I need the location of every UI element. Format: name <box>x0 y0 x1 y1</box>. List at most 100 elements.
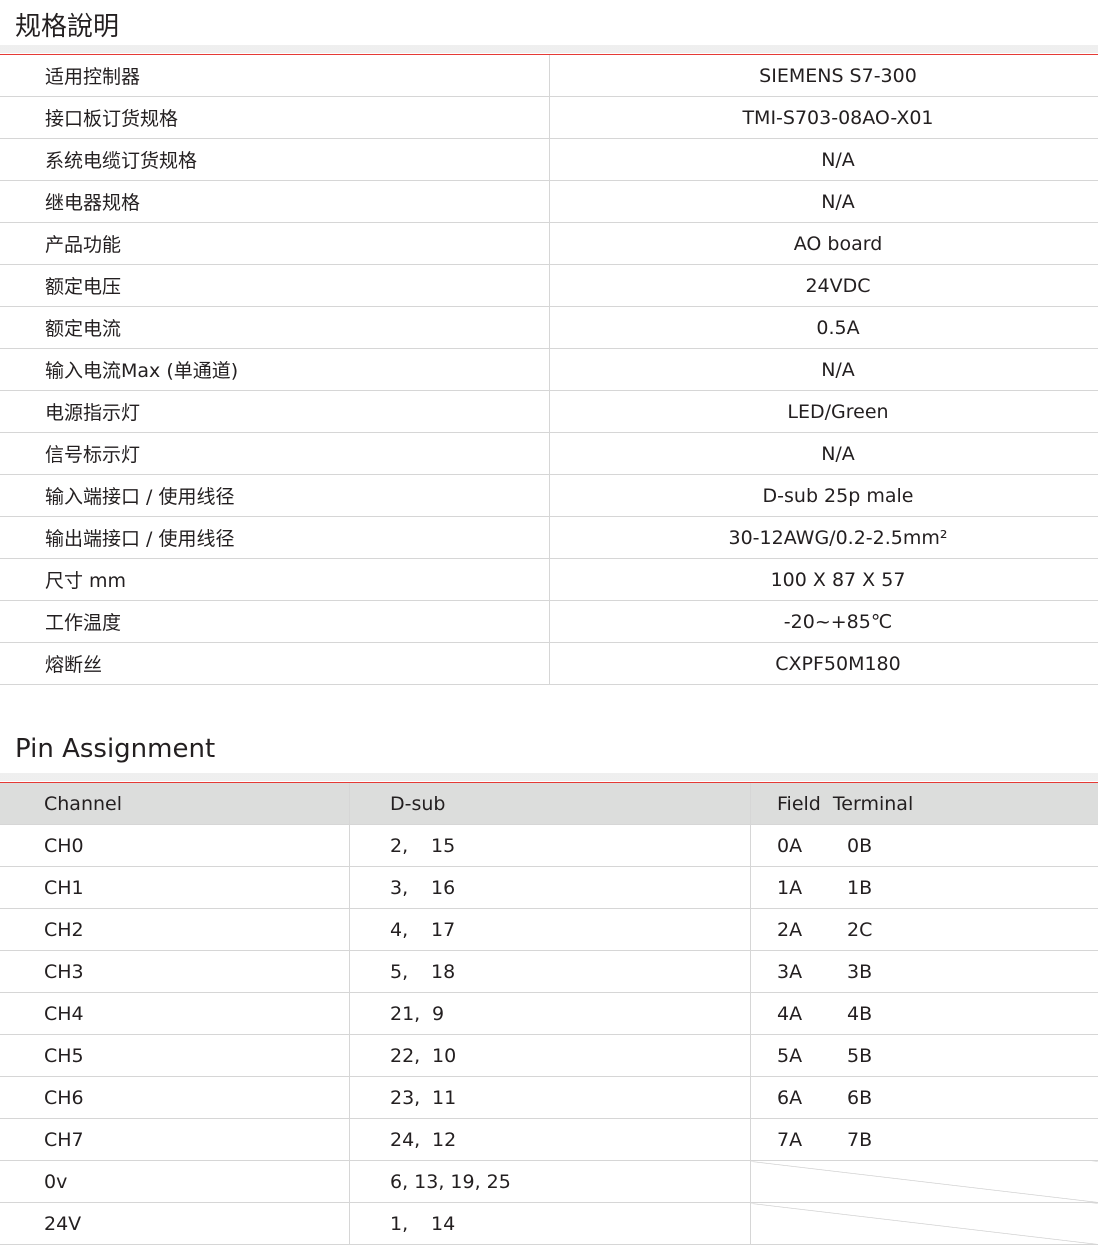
pin-row: CH1 3, 16 1A 1B <box>0 866 1098 909</box>
spec-label: 输入电流Max (单通道) <box>0 348 550 391</box>
spec-value: 100 X 87 X 57 <box>549 558 1098 601</box>
terminal-b: 3B <box>847 960 873 983</box>
dsub-pin-a: 24, <box>390 1128 421 1151</box>
spec-label: 输出端接口 / 使用线径 <box>0 516 550 559</box>
dsub-pin-a: 2, <box>390 834 409 857</box>
dsub-pin-b: 17 <box>431 918 456 941</box>
dsub-pin-b: 9 <box>432 1002 445 1025</box>
terminal-a: 1A <box>777 876 803 899</box>
channel-cell: CH5 <box>0 1034 350 1077</box>
pin-row: CH3 5, 18 3A 3B <box>0 950 1098 993</box>
dsub-pin-b: 11 <box>432 1086 457 1109</box>
channel-cell: CH1 <box>0 866 350 909</box>
spec-row: 电源指示灯 LED/Green <box>0 390 1098 433</box>
terminal-b: 1B <box>847 876 873 899</box>
spec-value: N/A <box>549 180 1098 223</box>
terminal-b: 6B <box>847 1086 873 1109</box>
spec-label: 产品功能 <box>0 222 550 265</box>
channel-cell: CH3 <box>0 950 350 993</box>
dsub-cell: 1, 14 <box>349 1202 751 1245</box>
dsub-pin-a: 5, <box>390 960 409 983</box>
dsub-pin-b: 10 <box>432 1044 457 1067</box>
terminal-b: 5B <box>847 1044 873 1067</box>
spec-label: 尺寸 mm <box>0 558 550 601</box>
spec-label: 接口板订货规格 <box>0 96 550 139</box>
dsub-pin-a: 4, <box>390 918 409 941</box>
dsub-pin-b: 16 <box>431 876 456 899</box>
dsub-pin-a: 6, 13, 19, 25 <box>390 1170 511 1193</box>
pin-row: CH6 23, 11 6A 6B <box>0 1076 1098 1119</box>
dsub-cell: 6, 13, 19, 25 <box>349 1160 751 1203</box>
spec-value: 30-12AWG/0.2-2.5mm² <box>549 516 1098 559</box>
terminal-a: 0A <box>777 834 803 857</box>
spec-label: 输入端接口 / 使用线径 <box>0 474 550 517</box>
dsub-pin-a: 3, <box>390 876 409 899</box>
spec-row: 工作温度 -20~+85℃ <box>0 600 1098 643</box>
spec-value: 24VDC <box>549 264 1098 307</box>
spec-value: CXPF50M180 <box>549 642 1098 685</box>
empty-cell <box>750 1160 1098 1203</box>
dsub-cell: 3, 16 <box>349 866 751 909</box>
field-terminal-cell: 4A 4B <box>750 992 1098 1035</box>
pin-title: Pin Assignment <box>15 734 216 764</box>
header-channel: Channel <box>0 783 350 825</box>
spec-value: AO board <box>549 222 1098 265</box>
spec-row: 尺寸 mm 100 X 87 X 57 <box>0 558 1098 601</box>
dsub-cell: 2, 15 <box>349 824 751 867</box>
channel-cell: 0v <box>0 1160 350 1203</box>
spec-row: 产品功能 AO board <box>0 222 1098 265</box>
pin-row: CH2 4, 17 2A 2C <box>0 908 1098 951</box>
spec-value: N/A <box>549 138 1098 181</box>
spec-row: 适用控制器 SIEMENS S7-300 <box>0 55 1098 97</box>
spec-label: 熔断丝 <box>0 642 550 685</box>
spec-label: 额定电流 <box>0 306 550 349</box>
field-terminal-cell: 6A 6B <box>750 1076 1098 1119</box>
spec-row: 输入电流Max (单通道) N/A <box>0 348 1098 391</box>
dsub-pin-b: 18 <box>431 960 456 983</box>
spec-row: 额定电流 0.5A <box>0 306 1098 349</box>
terminal-b: 0B <box>847 834 873 857</box>
terminal-a: 7A <box>777 1128 803 1151</box>
spec-row: 熔断丝 CXPF50M180 <box>0 642 1098 685</box>
spec-row: 信号标示灯 N/A <box>0 432 1098 475</box>
terminal-a: 5A <box>777 1044 803 1067</box>
terminal-b: 2C <box>847 918 873 941</box>
field-terminal-cell: 7A 7B <box>750 1118 1098 1161</box>
spec-label: 信号标示灯 <box>0 432 550 475</box>
channel-cell: CH6 <box>0 1076 350 1119</box>
header-dsub: D-sub <box>349 783 751 825</box>
spec-row: 输出端接口 / 使用线径 30-12AWG/0.2-2.5mm² <box>0 516 1098 559</box>
spec-title: 规格說明 <box>15 12 120 42</box>
pin-row: CH0 2, 15 0A 0B <box>0 824 1098 867</box>
channel-cell: CH0 <box>0 824 350 867</box>
spec-label: 电源指示灯 <box>0 390 550 433</box>
pin-row: CH4 21, 9 4A 4B <box>0 992 1098 1035</box>
dsub-pin-a: 1, <box>390 1212 409 1235</box>
spec-label: 额定电压 <box>0 264 550 307</box>
channel-cell: CH7 <box>0 1118 350 1161</box>
pin-row: 24V 1, 14 <box>0 1202 1098 1245</box>
terminal-a: 3A <box>777 960 803 983</box>
spec-label: 适用控制器 <box>0 55 550 97</box>
terminal-b: 7B <box>847 1128 873 1151</box>
spec-value: SIEMENS S7-300 <box>549 55 1098 97</box>
dsub-cell: 4, 17 <box>349 908 751 951</box>
terminal-a: 6A <box>777 1086 803 1109</box>
dsub-cell: 5, 18 <box>349 950 751 993</box>
spec-table: 适用控制器 SIEMENS S7-300 接口板订货规格 TMI-S703-08AO-… <box>0 55 1098 685</box>
red-divider <box>0 54 1098 55</box>
pin-row: CH7 24, 12 7A 7B <box>0 1118 1098 1161</box>
channel-cell: 24V <box>0 1202 350 1245</box>
dsub-pin-a: 22, <box>390 1044 421 1067</box>
dsub-pin-a: 21, <box>390 1002 421 1025</box>
spec-value: D-sub 25p male <box>549 474 1098 517</box>
dsub-cell: 24, 12 <box>349 1118 751 1161</box>
pin-table: Channel D-sub Field Terminal CH0 2, 15 0A 0B CH1… <box>0 783 1098 1245</box>
spec-label: 系统电缆订货规格 <box>0 138 550 181</box>
spec-row: 继电器规格 N/A <box>0 180 1098 223</box>
dsub-pin-b: 14 <box>431 1212 456 1235</box>
empty-cell <box>750 1202 1098 1245</box>
dsub-cell: 22, 10 <box>349 1034 751 1077</box>
field-terminal-cell: 1A 1B <box>750 866 1098 909</box>
field-terminal-cell: 3A 3B <box>750 950 1098 993</box>
